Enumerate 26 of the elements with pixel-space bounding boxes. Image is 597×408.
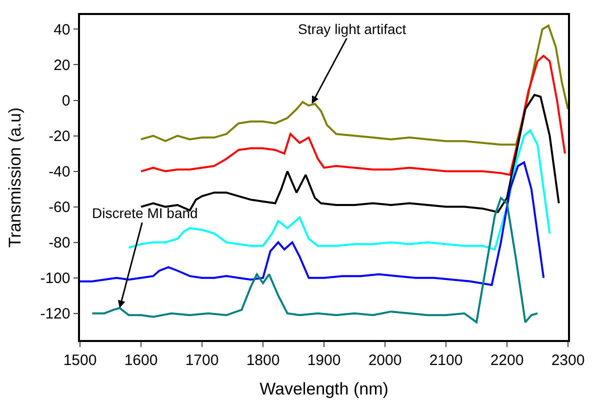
- y-tick-label: 20: [54, 56, 70, 74]
- x-tick-label: 1800: [246, 352, 280, 369]
- y-tick-label: -80: [48, 234, 70, 252]
- x-tick-label: 1900: [307, 352, 341, 369]
- x-tick-label: 1500: [63, 352, 97, 369]
- x-axis-title: Wavelength (nm): [260, 380, 388, 399]
- y-tick-label: -20: [48, 128, 70, 146]
- x-tick-label: 2200: [490, 352, 524, 369]
- x-tick-label: 1700: [185, 352, 219, 369]
- x-tick-label: 2000: [368, 352, 402, 369]
- annotation: Discrete MI band: [92, 205, 198, 221]
- x-tick-label: 1600: [124, 352, 158, 369]
- line-series: [80, 161, 545, 286]
- y-tick-label: -100: [40, 270, 70, 288]
- annotation: Stray light artifact: [298, 21, 406, 37]
- line-series: [140, 54, 566, 176]
- y-axis-title: Transmission (a.u): [5, 107, 24, 248]
- y-tick-label: 0: [62, 92, 70, 110]
- x-tick-label: 2100: [429, 352, 463, 369]
- line-series: [91, 196, 538, 324]
- y-tick-label: -40: [48, 164, 70, 181]
- y-tick-label: 40: [54, 21, 70, 38]
- line-series: [140, 24, 568, 146]
- y-tick-label: -60: [48, 199, 70, 216]
- y-tick-label: -120: [40, 306, 70, 323]
- x-tick-label: 2300: [551, 352, 585, 369]
